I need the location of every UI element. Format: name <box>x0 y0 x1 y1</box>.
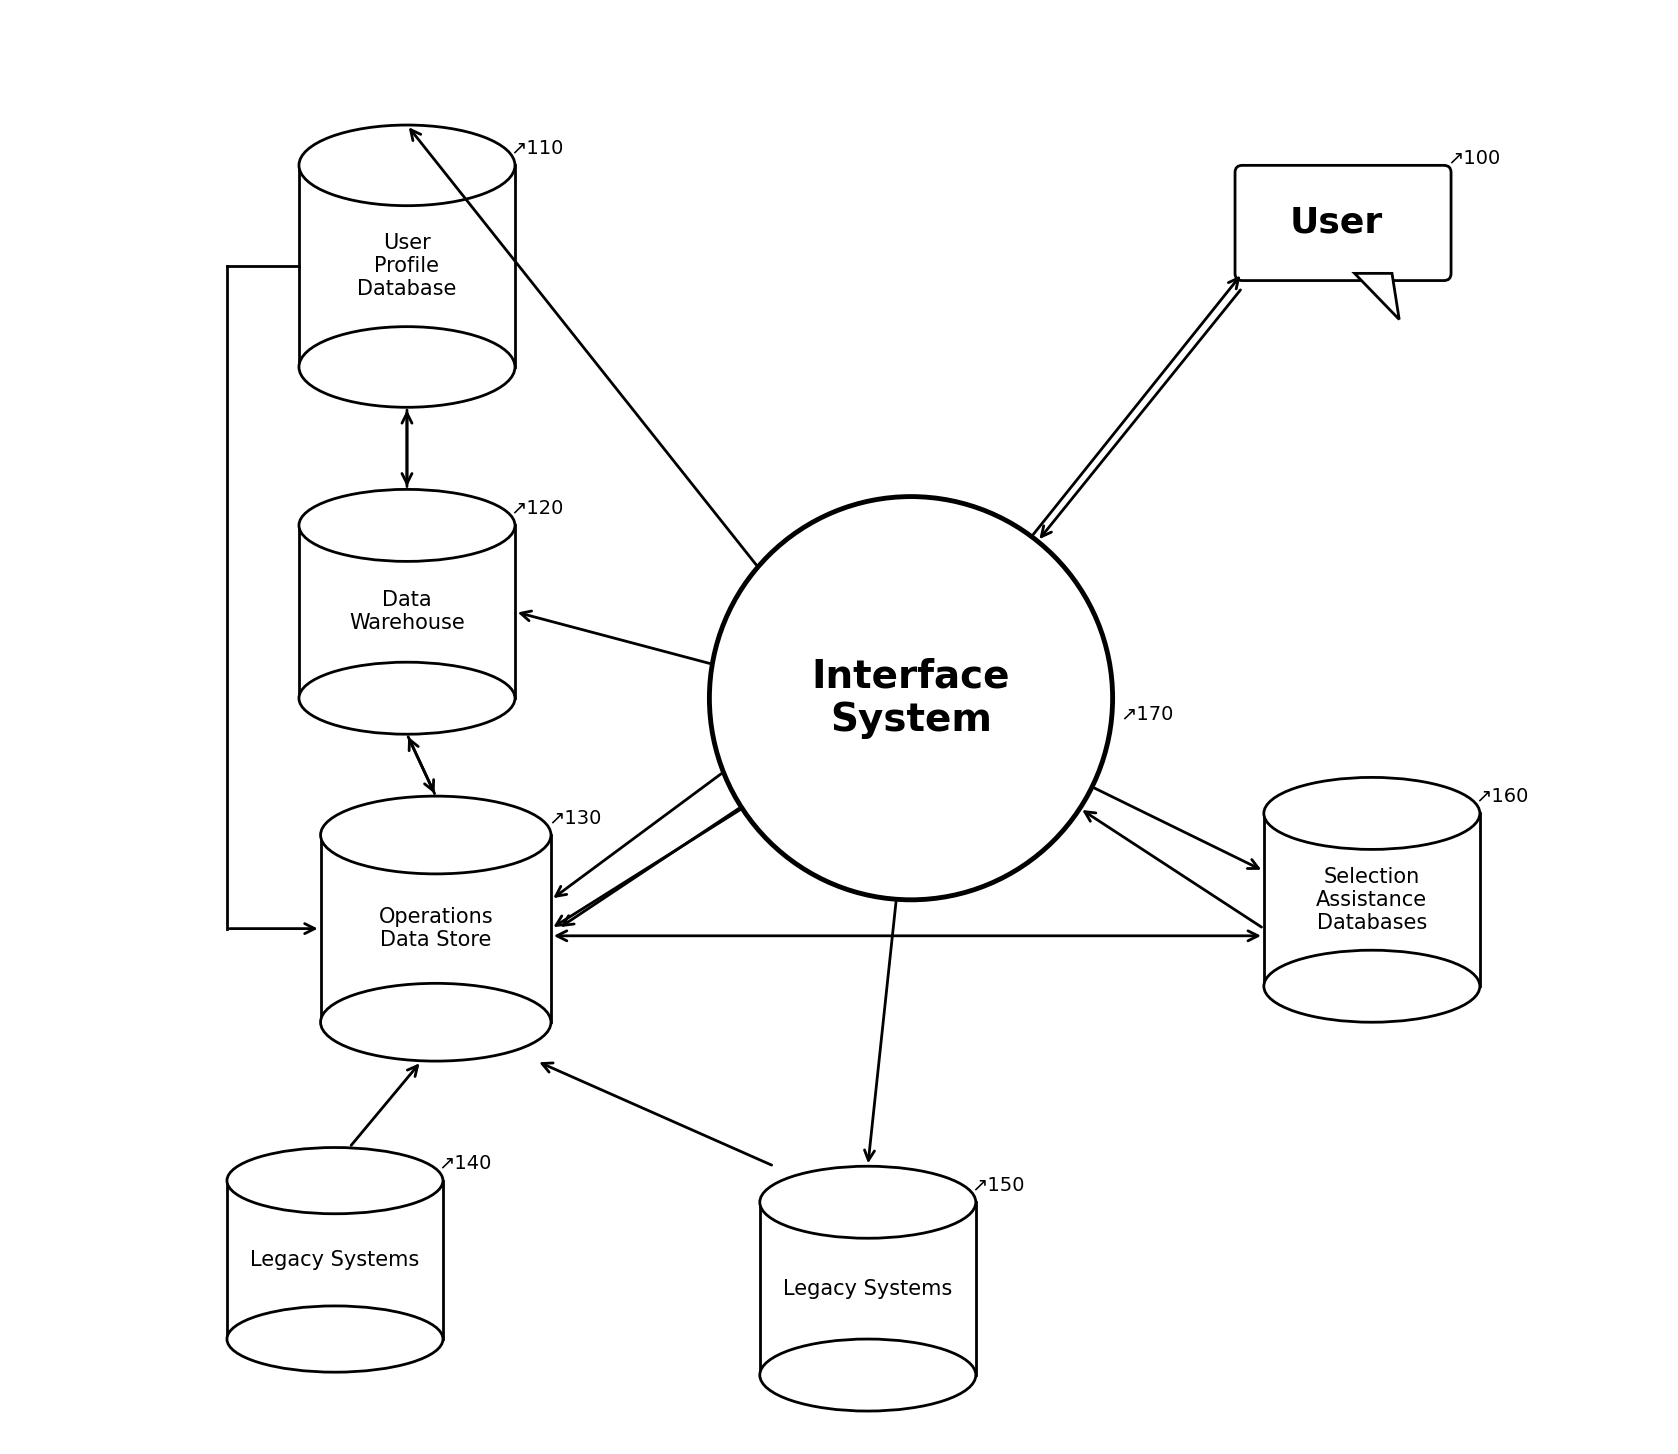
Ellipse shape <box>760 1166 977 1239</box>
Ellipse shape <box>299 327 515 407</box>
Text: ↗160: ↗160 <box>1475 787 1529 806</box>
Text: Operations
Data Store: Operations Data Store <box>379 907 493 951</box>
Text: Data
Warehouse: Data Warehouse <box>349 590 465 634</box>
Bar <box>299 525 515 698</box>
Ellipse shape <box>1264 951 1480 1022</box>
Bar <box>299 166 515 366</box>
Text: ↗110: ↗110 <box>510 140 564 158</box>
Bar <box>760 1202 977 1375</box>
Text: ↗120: ↗120 <box>510 499 564 518</box>
Text: Selection
Assistance
Databases: Selection Assistance Databases <box>1316 867 1428 933</box>
Text: User
Profile
Database: User Profile Database <box>357 233 456 300</box>
FancyBboxPatch shape <box>1235 166 1451 281</box>
Text: ↗140: ↗140 <box>438 1154 492 1173</box>
Text: Legacy Systems: Legacy Systems <box>250 1250 420 1269</box>
Text: ↗150: ↗150 <box>972 1176 1025 1195</box>
Polygon shape <box>1354 273 1399 320</box>
Ellipse shape <box>227 1306 443 1373</box>
Text: ↗170: ↗170 <box>1119 705 1173 724</box>
Text: Legacy Systems: Legacy Systems <box>784 1278 953 1298</box>
Ellipse shape <box>1264 778 1480 849</box>
Circle shape <box>710 497 1113 900</box>
Ellipse shape <box>299 125 515 205</box>
Text: ↗130: ↗130 <box>549 808 601 827</box>
Bar <box>227 1181 443 1339</box>
Ellipse shape <box>299 490 515 561</box>
Bar <box>320 835 550 1022</box>
Ellipse shape <box>227 1147 443 1214</box>
Text: ↗100: ↗100 <box>1446 150 1500 169</box>
Ellipse shape <box>320 983 550 1061</box>
Text: Interface
System: Interface System <box>812 657 1010 739</box>
Ellipse shape <box>760 1339 977 1410</box>
Text: User: User <box>1289 206 1383 240</box>
Ellipse shape <box>299 662 515 734</box>
Bar <box>1264 813 1480 986</box>
Ellipse shape <box>320 797 550 874</box>
